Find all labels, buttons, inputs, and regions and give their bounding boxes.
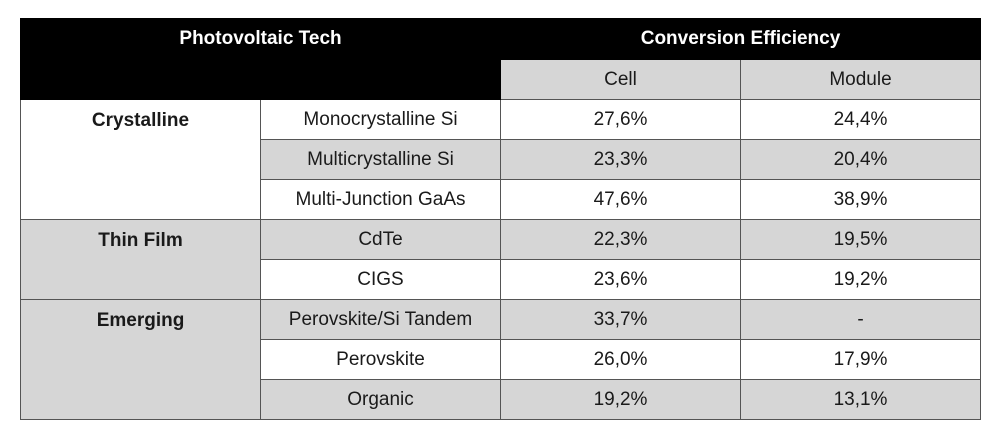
- tech-cell: Multicrystalline Si: [259, 139, 502, 180]
- module-efficiency: 19,5%: [740, 219, 982, 260]
- header-cell: Cell: [500, 59, 742, 100]
- table-row: Multicrystalline Si 23,3% 20,4%: [21, 139, 982, 180]
- table-row: CIGS 23,6% 19,2%: [21, 259, 982, 300]
- cell-efficiency: 33,7%: [500, 299, 742, 340]
- tech-cell: Multi-Junction GaAs: [259, 179, 502, 220]
- module-efficiency: -: [740, 299, 982, 340]
- cell-efficiency: 47,6%: [500, 179, 742, 220]
- tech-cell: Organic: [259, 379, 502, 420]
- tech-cell: CdTe: [259, 219, 502, 260]
- header-efficiency: Conversion Efficiency: [500, 18, 982, 60]
- tech-cell: Perovskite/Si Tandem: [259, 299, 502, 340]
- cell-efficiency: 27,6%: [500, 99, 742, 140]
- tech-cell: Perovskite: [259, 339, 502, 380]
- module-efficiency: 13,1%: [740, 379, 982, 420]
- subheader-row: Cell Module: [21, 59, 982, 100]
- group-label: Crystalline: [20, 99, 261, 220]
- table-row: Multi-Junction GaAs 47,6% 38,9%: [21, 179, 982, 220]
- tech-cell: Monocrystalline Si: [259, 99, 502, 140]
- module-efficiency: 19,2%: [740, 259, 982, 300]
- table-row: Emerging Perovskite/Si Tandem 33,7% -: [20, 299, 982, 420]
- efficiency-table: Photovoltaic Tech Conversion Efficiency …: [19, 18, 982, 420]
- cell-efficiency: 26,0%: [500, 339, 742, 380]
- cell-efficiency: 19,2%: [500, 379, 742, 420]
- cell-efficiency: 23,6%: [500, 259, 742, 300]
- table-row: Perovskite 26,0% 17,9%: [21, 339, 982, 380]
- header-row: Photovoltaic Tech Conversion Efficiency: [19, 18, 982, 100]
- table-row: Thin Film CdTe 22,3% 19,5%: [20, 219, 982, 300]
- table-row: Organic 19,2% 13,1%: [21, 379, 982, 420]
- cell-efficiency: 22,3%: [500, 219, 742, 260]
- table-row: Crystalline Monocrystalline Si 27,6% 24,…: [20, 99, 982, 220]
- module-efficiency: 17,9%: [740, 339, 982, 380]
- tech-cell: CIGS: [259, 259, 502, 300]
- module-efficiency: 38,9%: [740, 179, 982, 220]
- header-module: Module: [740, 59, 982, 100]
- cell-efficiency: 23,3%: [500, 139, 742, 180]
- group-label: Thin Film: [20, 219, 261, 300]
- module-efficiency: 24,4%: [740, 99, 982, 140]
- header-tech: Photovoltaic Tech: [19, 18, 502, 100]
- group-label: Emerging: [20, 299, 261, 420]
- module-efficiency: 20,4%: [740, 139, 982, 180]
